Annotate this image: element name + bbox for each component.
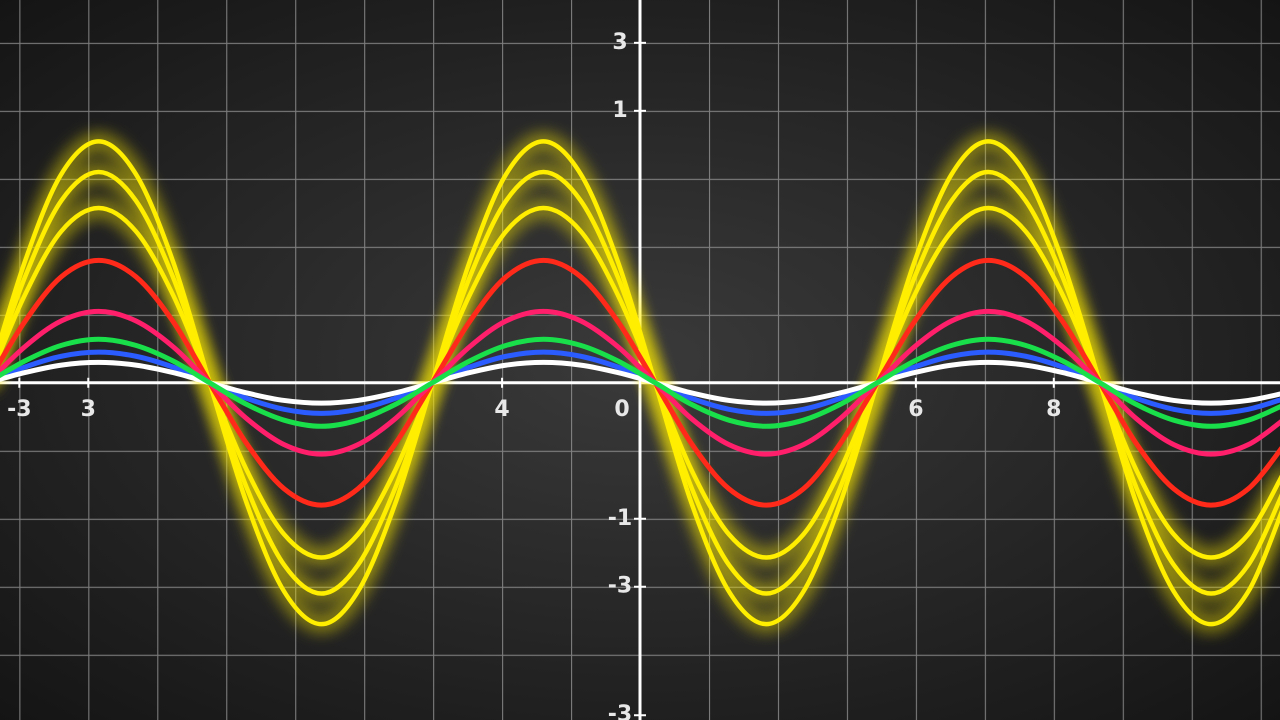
- x-tick-label: 0: [614, 397, 629, 422]
- x-tick-label: 3: [81, 397, 96, 422]
- y-tick-label: -3: [608, 702, 632, 720]
- y-tick-label: -1: [608, 506, 632, 531]
- x-tick-label: 8: [1046, 397, 1061, 422]
- x-tick-label: -3: [7, 397, 31, 422]
- curves: [0, 139, 1280, 627]
- y-tick-label: 3: [612, 30, 627, 55]
- y-tick-label: 1: [612, 98, 627, 123]
- series-line: [0, 336, 1280, 429]
- y-tick-label: -3: [608, 574, 632, 599]
- x-tick-label: 4: [494, 397, 509, 422]
- x-tick-label: 6: [908, 397, 923, 422]
